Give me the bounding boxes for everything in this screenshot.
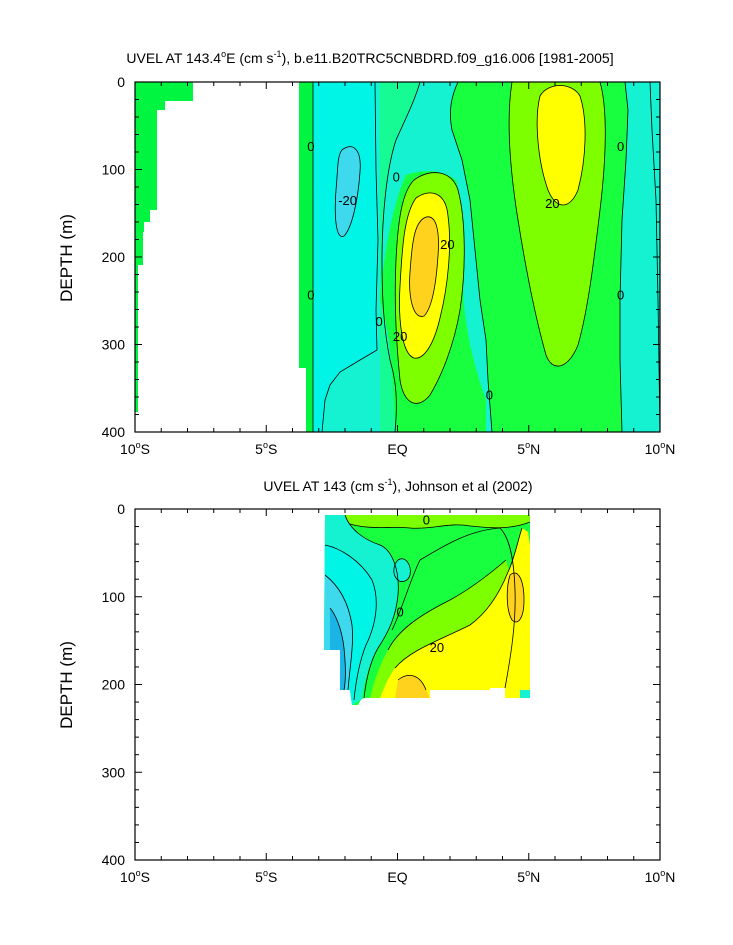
contour-label: 0 <box>617 139 624 154</box>
x-tick-label: 5oS <box>255 868 277 885</box>
bottom-neg-east <box>520 690 530 698</box>
top-contour-fill: 0 -20 0 20 0 0 20 0 20 0 0 <box>135 82 660 432</box>
contour-label: 20 <box>393 329 407 344</box>
y-tick-label: 200 <box>102 677 126 693</box>
top-land-eastern <box>299 82 313 432</box>
y-tick-label: 100 <box>102 162 126 178</box>
x-tick-label: 5oS <box>255 440 277 457</box>
bottom-top-band <box>345 515 530 529</box>
bottom-panel: UVEL AT 143 (cm s-1), Johnson et al (200… <box>57 477 675 885</box>
bottom-y-axis-label: DEPTH (m) <box>57 641 76 729</box>
y-tick-label: 200 <box>102 249 126 265</box>
contour-label: 20 <box>440 237 454 252</box>
contour-label: 20 <box>430 640 444 655</box>
x-tick-label: 10oN <box>645 440 676 457</box>
top-panel: UVEL AT 143.4oE (cm s-1), b.e11.B20TRC5C… <box>57 49 675 457</box>
bottom-contour-lines <box>324 514 531 701</box>
contour-label: 0 <box>397 605 404 620</box>
bottom-pos40 <box>395 675 430 698</box>
x-tick-label: 5oN <box>517 868 540 885</box>
contour-label: -20 <box>338 193 357 208</box>
x-tick-label: 5oN <box>517 440 540 457</box>
top-contour-labels: 0 -20 0 20 0 0 20 0 20 0 0 <box>307 139 624 403</box>
contour-label: 0 <box>393 170 400 185</box>
bottom-neg40 <box>330 608 346 690</box>
top-neg-western <box>313 82 378 432</box>
contour-label: 0 <box>423 513 430 528</box>
bottom-panel-title: UVEL AT 143 (cm s-1), Johnson et al (200… <box>263 477 532 494</box>
bottom-contour-labels: 0 0 20 <box>397 513 445 655</box>
x-tick-label: EQ <box>387 869 407 885</box>
top-band-10-west <box>380 82 420 432</box>
contour-label: 0 <box>486 387 493 402</box>
y-tick-label: 400 <box>102 424 126 440</box>
x-tick-label: 10oN <box>645 868 676 885</box>
contour-label: 0 <box>617 288 624 303</box>
y-tick-label: 0 <box>117 74 125 90</box>
y-tick-label: 300 <box>102 764 126 780</box>
top-y-axis-label: DEPTH (m) <box>57 214 76 302</box>
x-tick-label: EQ <box>387 441 407 457</box>
contour-label: 20 <box>545 196 559 211</box>
bottom-pos30 <box>380 528 530 698</box>
contour-label: 0 <box>376 314 383 329</box>
top-core-50-west <box>409 216 439 317</box>
bottom-contour-fill: 0 0 20 <box>324 513 531 705</box>
y-tick-label: 0 <box>117 501 125 517</box>
bottom-pos40-east <box>507 572 524 622</box>
top-core-40-east <box>537 85 586 205</box>
y-tick-label: 300 <box>102 337 126 353</box>
contour-label: 0 <box>307 139 314 154</box>
contour-label: 0 <box>307 288 314 303</box>
top-panel-title: UVEL AT 143.4oE (cm s-1), b.e11.B20TRC5C… <box>126 49 613 66</box>
top-land-western <box>135 82 193 412</box>
y-tick-label: 100 <box>102 589 126 605</box>
top-neg20-patch <box>335 146 361 237</box>
x-tick-label: 10oS <box>120 440 150 457</box>
y-tick-label: 400 <box>102 852 126 868</box>
x-tick-label: 10oS <box>120 868 150 885</box>
